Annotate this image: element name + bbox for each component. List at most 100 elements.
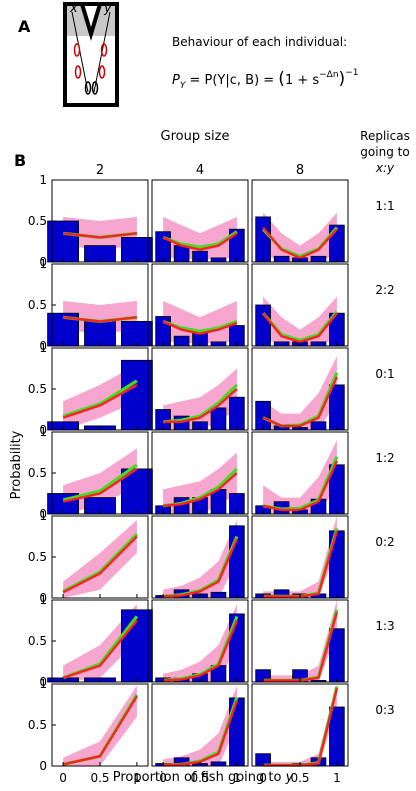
observed-bar (210, 257, 227, 263)
fish-icon (91, 81, 99, 95)
observed-bar (173, 245, 190, 263)
panel-r6-c3 (251, 599, 349, 683)
panel-r4-c1: 00.51 (28, 425, 153, 521)
model-band (63, 604, 137, 682)
observed-bar (310, 255, 327, 263)
fit-line (263, 527, 339, 599)
model-band (263, 440, 337, 514)
panel-r2-c2 (151, 263, 249, 347)
observed-bar (173, 335, 190, 347)
formula: PY = P(Y|c, B) = (1 + s−Δn)−1 (172, 68, 358, 91)
y-tick-label: 0 (39, 675, 47, 689)
y-tick-label: 1 (39, 257, 47, 271)
model-line (262, 226, 338, 260)
y-tick-label: 0.5 (28, 214, 47, 228)
panel-r5-c3 (251, 515, 349, 599)
observed-bar (273, 255, 290, 263)
observed-bar (310, 421, 327, 431)
model-band (163, 685, 237, 766)
y-tick-label: 0 (39, 339, 47, 353)
panel-r4-c2 (151, 431, 249, 515)
arm-label-y: y (103, 1, 112, 16)
panel-r3-c3 (251, 347, 349, 431)
replica-ratio-label: 1:2 (375, 451, 394, 465)
model-band (63, 685, 137, 766)
small-multiples-grid: 00.512 4 81:100.512:200.510:100.511:200.51… (28, 163, 395, 785)
observed-bar (210, 407, 227, 431)
y-tick-label: 0 (39, 591, 47, 605)
observed-bar (84, 320, 116, 347)
row-header-line1: Replicas (360, 129, 410, 143)
fit-line (62, 379, 138, 418)
y-tick-label: 0.5 (28, 466, 47, 480)
model-line (62, 467, 138, 503)
panel-r1-c1: 0 0.5 1 2 (28, 163, 153, 269)
model-line (162, 472, 238, 507)
replica-ratio-label: 1:3 (375, 619, 394, 633)
behaviour-title: Behaviour of each individual: (172, 35, 347, 49)
model-band (63, 300, 137, 334)
fit-line (62, 463, 138, 502)
panel-b-label: B (14, 151, 26, 170)
y-tick-label: 0.5 (28, 382, 47, 396)
model-line (62, 316, 138, 323)
y-tick-label: 0.5 (28, 298, 47, 312)
fit-line (263, 686, 339, 767)
model-line (163, 388, 238, 423)
y-tick-label: 0.5 (28, 718, 47, 732)
y-tick-label: 1 (39, 341, 47, 355)
model-line (62, 232, 138, 239)
observed-bar (329, 628, 345, 683)
observed-bar (310, 341, 327, 347)
model-line (162, 232, 238, 251)
model-band (63, 364, 137, 430)
panel-r1-c2: 4 (151, 163, 249, 263)
y-tick-label: 0 (39, 255, 47, 269)
observed-bar (155, 316, 171, 347)
maze-divider (79, 1, 103, 41)
observed-bar (329, 384, 345, 431)
observed-bar (255, 304, 271, 347)
x-tick-label: 1 (133, 771, 141, 785)
observed-bar (255, 216, 271, 263)
group-size-label: 2 (96, 163, 104, 178)
row-header-line2: going to (360, 145, 409, 159)
model-band (163, 300, 237, 345)
model-line (262, 312, 338, 344)
panel-r2-c1: 00.51 (28, 257, 153, 353)
observed-bar (121, 320, 153, 347)
panel-r7-c3: 0 0.5 1 (251, 683, 349, 785)
model-line (163, 620, 239, 682)
y-tick-label: 1 (39, 173, 47, 187)
panel-r6-c1: 00.51 (28, 593, 153, 689)
panel-r6-c2 (151, 599, 249, 683)
y-tick-label: 1 (39, 509, 47, 523)
group-size-label: 4 (196, 163, 204, 178)
panel-r5-c1: 00.51 (28, 509, 149, 605)
model-band (63, 216, 137, 250)
observed-bar (210, 761, 227, 767)
x-tick-label: 0.5 (290, 771, 309, 785)
model-line (62, 383, 138, 419)
fish-icon (74, 65, 82, 79)
observed-bar (47, 220, 79, 263)
x-axis-label: Proportion of fish going to y (113, 770, 294, 785)
panel-b: B Group size Replicas going to x:y Propo… (9, 129, 410, 785)
model-band (263, 684, 337, 766)
replica-ratio-label: 0:2 (375, 535, 394, 549)
y-tick-label: 0.5 (28, 634, 47, 648)
model-line (163, 538, 239, 598)
fish-icon (73, 43, 81, 57)
observed-bar (255, 400, 271, 431)
panel-r7-c2: 0 0.5 1 (151, 683, 249, 785)
model-band (63, 520, 137, 598)
fish-icon (84, 81, 92, 95)
y-maze-schematic (63, 1, 119, 107)
row-header-line3: x:y (375, 161, 395, 175)
model-line (262, 460, 338, 512)
model-line (62, 619, 138, 680)
panel-r1-c3: 8 (251, 163, 349, 263)
x-tick-label: 0.5 (190, 771, 209, 785)
x-tick-label: 1 (333, 771, 341, 785)
y-tick-label: 0 (39, 423, 47, 437)
